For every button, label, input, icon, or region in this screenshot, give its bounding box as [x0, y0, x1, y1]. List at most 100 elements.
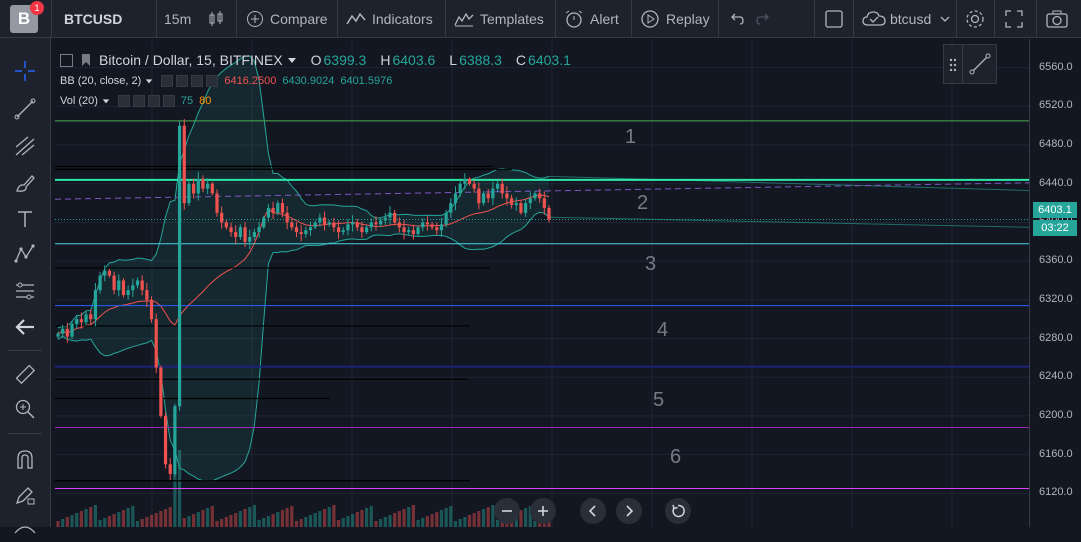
bb-upper-extension [548, 175, 1030, 192]
candle-body [187, 183, 191, 204]
reset-chart-button[interactable] [665, 498, 691, 524]
price-chart[interactable] [52, 39, 1081, 527]
collapse-legend-button[interactable] [60, 53, 73, 67]
candle-body [280, 203, 285, 213]
caret-down-icon [146, 79, 153, 84]
volume-bar [234, 513, 238, 527]
compare-label: Compare [270, 11, 328, 27]
text-tool[interactable] [12, 206, 38, 232]
redo-button[interactable] [756, 0, 772, 38]
candle-body [285, 212, 289, 223]
compare-button[interactable]: Compare [246, 0, 328, 38]
pattern-tool[interactable] [12, 241, 38, 267]
volume-bar [75, 513, 79, 527]
candle-body [486, 193, 490, 199]
price-tick-label: 6520.0 [1039, 99, 1073, 112]
volume-bar [327, 507, 331, 527]
candle-body [491, 188, 495, 199]
pattern-icon [14, 244, 35, 263]
hide-indicator-button[interactable] [117, 95, 130, 107]
layout-button[interactable] [824, 0, 844, 38]
trend-line-tool[interactable] [12, 96, 38, 122]
replay-label: Replay [666, 11, 710, 27]
drag-handle-icon[interactable] [948, 57, 958, 73]
volume-bar [187, 516, 191, 527]
candle-body [304, 230, 308, 235]
volume-bar [107, 516, 112, 527]
indicator-settings-button[interactable] [132, 95, 145, 107]
zoom-tool[interactable] [12, 396, 38, 422]
magnet-tool[interactable] [12, 446, 38, 472]
gear-icon [966, 10, 984, 28]
volume-bar [332, 505, 336, 527]
plus-circle-icon [247, 11, 263, 27]
magnet-icon [17, 450, 33, 469]
zone-label: 3 [645, 253, 657, 275]
series-title[interactable]: Bitcoin / Dollar, 15, BITFINEX [99, 52, 283, 68]
pitchfork-tool[interactable] [12, 133, 38, 159]
remove-indicator-button[interactable] [147, 95, 160, 107]
templates-button[interactable]: Templates [454, 0, 544, 38]
hide-drawings-tool[interactable] [12, 516, 38, 542]
floating-drawing-toolbar [943, 44, 997, 84]
indicator-more-button[interactable] [206, 75, 219, 87]
scroll-left-button[interactable] [580, 498, 606, 524]
bb-label[interactable]: BB (20, close, 2) [60, 75, 142, 87]
candle-body [220, 212, 224, 223]
candle-body [257, 227, 261, 233]
candles-icon [209, 11, 223, 26]
measure-tool[interactable] [12, 361, 38, 387]
vol-label[interactable]: Vol (20) [60, 95, 98, 107]
indicator-settings-button[interactable] [176, 75, 189, 87]
settings-button[interactable] [964, 0, 986, 38]
volume-bar [56, 521, 60, 527]
candle-body [177, 125, 182, 407]
candle-body [332, 222, 336, 228]
lock-drawings-tool[interactable] [12, 482, 38, 508]
main-legend: Bitcoin / Dollar, 15, BITFINEX O 6399.3 H… [60, 52, 571, 68]
layout-name: btcusd [890, 11, 932, 27]
crosshair-tool[interactable] [12, 58, 38, 84]
candle-body [430, 224, 434, 228]
candle-body [318, 217, 322, 223]
candle-body [140, 280, 144, 291]
candle-body [374, 222, 378, 225]
prediction-tool[interactable] [12, 278, 38, 304]
volume-bar [140, 519, 144, 527]
candle-body [149, 299, 154, 320]
chevron-right-icon [626, 505, 634, 517]
low-value: 6388.3 [459, 52, 502, 68]
remove-indicator-button[interactable] [191, 75, 204, 87]
hide-indicator-button[interactable] [161, 75, 174, 87]
scroll-right-button[interactable] [616, 498, 642, 524]
candle-body [327, 222, 331, 225]
candlesticks [56, 119, 551, 481]
volume-bar [491, 505, 495, 527]
undo-button[interactable] [728, 0, 744, 38]
back-button[interactable] [12, 314, 38, 340]
indicators-button[interactable]: Indicators [346, 0, 433, 38]
alert-button[interactable]: Alert [564, 0, 619, 38]
fullscreen-button[interactable] [1004, 0, 1024, 38]
trend-line-icon[interactable] [968, 52, 992, 76]
symbol-search-button[interactable]: BTCUSD [64, 11, 123, 27]
candle-body [98, 275, 102, 291]
zoom-out-button[interactable] [494, 498, 520, 524]
replay-button[interactable]: Replay [640, 0, 710, 38]
indicator-more-button[interactable] [162, 95, 175, 107]
candle-body [294, 227, 299, 233]
candle-body [509, 198, 514, 206]
volume-bar [103, 518, 107, 527]
save-layout-button[interactable]: btcusd [862, 0, 951, 38]
bb-basis [57, 194, 550, 335]
chart-style-button[interactable] [207, 0, 225, 38]
brush-tool[interactable] [12, 170, 38, 196]
candle-body [103, 270, 107, 276]
zoom-in-button[interactable] [530, 498, 556, 524]
screenshot-button[interactable] [1046, 0, 1068, 38]
candle-body [145, 290, 149, 300]
interval-button[interactable]: 15m [164, 11, 192, 27]
square-icon [825, 10, 843, 28]
vol-legend: Vol (20) 75 80 [60, 95, 211, 107]
candle-body [168, 464, 172, 474]
